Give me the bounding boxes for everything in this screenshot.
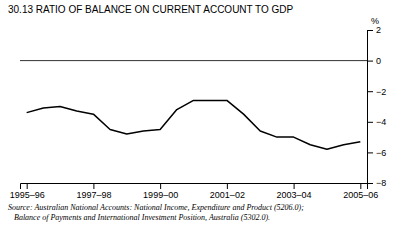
x-tick-mark [294, 183, 295, 189]
x-axis-line [21, 184, 368, 190]
y-tick-label: 2 [376, 25, 381, 35]
source: Balance of Payments and International In… [8, 213, 270, 222]
y-tick-mark [367, 30, 373, 31]
x-tick-mark [360, 183, 361, 189]
x-tick-mark [93, 183, 94, 189]
y-axis-line [368, 31, 374, 184]
y-tick: −4 [367, 117, 386, 127]
y-tick-label: −6 [376, 148, 386, 158]
x-tick-label: 1997–98 [76, 190, 111, 200]
y-axis-label: % [371, 16, 379, 26]
x-tick-label: 1995–96 [10, 190, 45, 200]
x-tick-label: 2005–06 [343, 190, 378, 200]
y-tick-mark [367, 183, 373, 184]
y-tick-label: 0 [376, 56, 381, 66]
x-axis: 1995–96 1997–98 1999–00 2001–02 2003–04 2005–… [10, 183, 379, 200]
x-tick: 2005–06 [343, 183, 378, 200]
x-tick: 2003–04 [277, 183, 312, 200]
x-tick-label: 2003–04 [277, 190, 312, 200]
x-tick-mark [227, 183, 228, 189]
x-tick: 1999–00 [143, 183, 178, 200]
title: 30.13 RATIO OF BALANCE ON CURRENT ACCOUN… [8, 4, 294, 15]
y-tick-mark [367, 152, 373, 153]
x-tick-mark [27, 183, 28, 189]
y-tick: 2 [367, 25, 381, 35]
y-tick: −2 [367, 87, 386, 97]
x-tick: 2001–02 [210, 183, 245, 200]
chart: 1995–96 1997–98 1999–00 2001–02 2003–04 2005–… [0, 0, 397, 227]
zero-line [20, 60, 367, 61]
y-tick-label: −4 [376, 117, 386, 127]
x-tick: 1997–98 [76, 183, 111, 200]
y-tick-mark [367, 91, 373, 92]
x-tick-label: 1999–00 [143, 190, 178, 200]
y-tick-label: −2 [376, 87, 386, 97]
data-line [27, 100, 361, 149]
plot: 1995–96 1997–98 1999–00 2001–02 2003–04 2005–… [10, 25, 387, 200]
y-axis: 2 0 −2 −4 −6 −8 [367, 25, 386, 188]
y-tick: −8 [367, 178, 386, 188]
y-tick-mark [367, 122, 373, 123]
source: Source: Australian National Accounts: Na… [8, 203, 304, 212]
x-tick-label: 2001–02 [210, 190, 245, 200]
y-tick: −6 [367, 148, 386, 158]
y-tick-mark [367, 61, 373, 62]
y-tick-label: −8 [376, 178, 386, 188]
marks [20, 61, 367, 150]
y-tick: 0 [367, 56, 381, 66]
x-tick-mark [160, 183, 161, 189]
x-tick: 1995–96 [10, 183, 45, 200]
